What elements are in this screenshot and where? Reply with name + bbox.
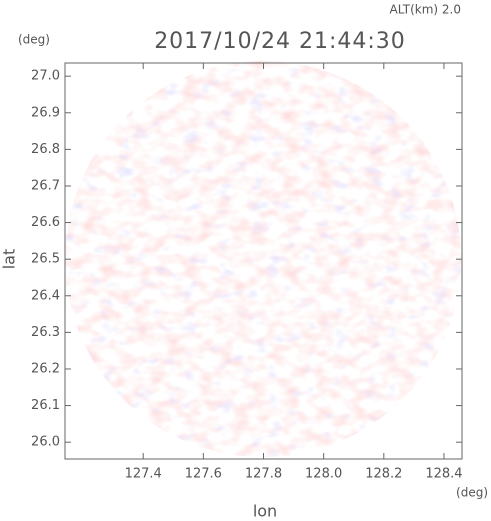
x-unit: (deg) xyxy=(456,486,488,500)
y-tick-label: 27.0 xyxy=(31,69,60,84)
y-tick-label: 26.1 xyxy=(31,398,60,413)
y-tick-label: 26.4 xyxy=(31,288,60,303)
altitude-label: ALT(km) 2.0 xyxy=(390,3,461,17)
chart-title: 2017/10/24 21:44:30 xyxy=(154,29,406,54)
x-axis-label: lon xyxy=(253,502,277,521)
y-tick-label: 26.0 xyxy=(31,435,60,450)
y-tick-label: 26.8 xyxy=(31,142,60,157)
x-tick-label: 127.8 xyxy=(245,467,282,482)
x-tick-label: 128.0 xyxy=(305,467,342,482)
x-tick-label: 127.4 xyxy=(125,467,162,482)
x-tick-label: 128.2 xyxy=(365,467,402,482)
radar-field xyxy=(65,61,461,457)
x-tick-label: 127.6 xyxy=(185,467,222,482)
y-unit: (deg) xyxy=(18,33,50,47)
y-tick-label: 26.3 xyxy=(31,325,60,340)
y-axis-label: lat xyxy=(0,249,19,270)
y-tick-label: 26.9 xyxy=(31,105,60,120)
y-tick-label: 26.5 xyxy=(31,252,60,267)
y-tick-label: 26.2 xyxy=(31,361,60,376)
y-tick-label: 26.7 xyxy=(31,178,60,193)
y-tick-label: 26.6 xyxy=(31,215,60,230)
x-tick-label: 128.4 xyxy=(425,467,462,482)
